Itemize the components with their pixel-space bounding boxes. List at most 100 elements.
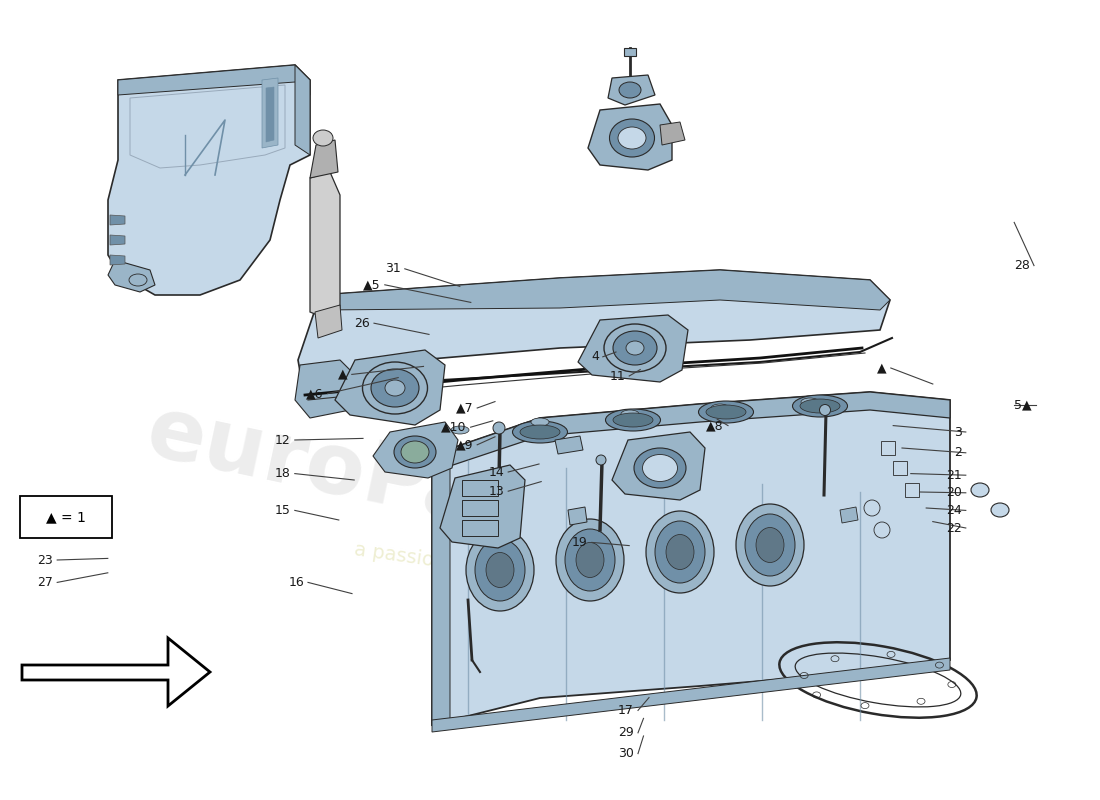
- Text: 4: 4: [591, 350, 598, 363]
- Ellipse shape: [874, 522, 890, 538]
- Text: a passion for Parts since 1985: a passion for Parts since 1985: [353, 540, 647, 600]
- Polygon shape: [556, 436, 583, 454]
- Text: 2: 2: [954, 446, 961, 459]
- Ellipse shape: [756, 527, 784, 562]
- Polygon shape: [310, 140, 338, 178]
- Text: 26: 26: [354, 317, 370, 330]
- Ellipse shape: [971, 483, 989, 497]
- Text: 11: 11: [609, 370, 625, 382]
- Ellipse shape: [609, 119, 654, 157]
- Ellipse shape: [792, 395, 847, 417]
- Ellipse shape: [654, 521, 705, 583]
- Polygon shape: [262, 78, 278, 148]
- Ellipse shape: [666, 534, 694, 570]
- Text: 14: 14: [488, 466, 504, 478]
- Polygon shape: [578, 315, 688, 382]
- Text: ▲5: ▲5: [363, 278, 381, 291]
- Polygon shape: [432, 392, 950, 725]
- Polygon shape: [110, 235, 125, 245]
- Ellipse shape: [576, 542, 604, 578]
- Polygon shape: [118, 65, 310, 95]
- Polygon shape: [893, 461, 907, 475]
- Polygon shape: [315, 305, 342, 338]
- Polygon shape: [373, 422, 458, 478]
- Polygon shape: [881, 441, 895, 455]
- Ellipse shape: [371, 369, 419, 407]
- Ellipse shape: [706, 405, 746, 419]
- Ellipse shape: [736, 504, 804, 586]
- Text: 17: 17: [618, 704, 634, 717]
- Ellipse shape: [698, 401, 754, 423]
- Text: ▲6: ▲6: [306, 387, 323, 400]
- Ellipse shape: [466, 529, 534, 611]
- Polygon shape: [432, 392, 950, 472]
- Ellipse shape: [475, 539, 525, 601]
- Ellipse shape: [634, 448, 686, 488]
- Ellipse shape: [604, 324, 666, 372]
- Ellipse shape: [711, 404, 729, 412]
- Text: 16: 16: [288, 576, 304, 589]
- Ellipse shape: [800, 399, 840, 413]
- Polygon shape: [110, 255, 125, 265]
- Text: ▲9: ▲9: [455, 438, 473, 451]
- Ellipse shape: [486, 553, 514, 587]
- Polygon shape: [295, 360, 360, 418]
- Text: 31: 31: [385, 262, 400, 275]
- Polygon shape: [905, 483, 918, 497]
- Ellipse shape: [596, 455, 606, 465]
- Polygon shape: [108, 65, 310, 295]
- Ellipse shape: [513, 421, 568, 443]
- Ellipse shape: [385, 380, 405, 396]
- Polygon shape: [588, 104, 672, 170]
- Text: 25: 25: [37, 526, 53, 539]
- Polygon shape: [336, 350, 446, 425]
- Ellipse shape: [129, 274, 147, 286]
- Polygon shape: [462, 500, 498, 516]
- Text: 28: 28: [1014, 259, 1030, 272]
- Ellipse shape: [451, 426, 469, 434]
- Ellipse shape: [618, 127, 646, 149]
- Text: 27: 27: [37, 576, 53, 589]
- Polygon shape: [22, 638, 210, 706]
- Ellipse shape: [493, 422, 505, 434]
- Ellipse shape: [621, 410, 639, 418]
- Ellipse shape: [605, 409, 660, 431]
- Ellipse shape: [642, 454, 678, 482]
- Text: 3: 3: [954, 426, 961, 438]
- Ellipse shape: [646, 511, 714, 593]
- Ellipse shape: [565, 529, 615, 591]
- Polygon shape: [110, 215, 125, 225]
- Ellipse shape: [402, 441, 429, 463]
- Ellipse shape: [314, 130, 333, 146]
- Text: euroParts: euroParts: [139, 390, 621, 570]
- Ellipse shape: [531, 418, 549, 426]
- Polygon shape: [310, 172, 340, 318]
- Text: 21: 21: [946, 469, 961, 482]
- Ellipse shape: [363, 362, 428, 414]
- Polygon shape: [462, 480, 498, 496]
- Ellipse shape: [820, 405, 830, 415]
- Polygon shape: [840, 507, 858, 523]
- Ellipse shape: [520, 425, 560, 439]
- Polygon shape: [130, 85, 285, 168]
- Ellipse shape: [613, 413, 653, 427]
- Text: 12: 12: [275, 434, 290, 446]
- Text: ▲: ▲: [338, 368, 348, 381]
- Polygon shape: [612, 432, 705, 500]
- Polygon shape: [568, 507, 587, 525]
- Polygon shape: [298, 270, 890, 400]
- Text: 15: 15: [275, 504, 290, 517]
- Text: 22: 22: [946, 522, 961, 534]
- Text: 18: 18: [275, 467, 290, 480]
- Text: 20: 20: [946, 486, 961, 499]
- Polygon shape: [440, 465, 525, 548]
- Polygon shape: [108, 260, 155, 292]
- Text: ▲: ▲: [877, 362, 887, 374]
- Text: 13: 13: [488, 485, 504, 498]
- Polygon shape: [462, 520, 498, 536]
- Polygon shape: [432, 455, 450, 728]
- Ellipse shape: [394, 436, 436, 468]
- Ellipse shape: [556, 519, 624, 601]
- Polygon shape: [608, 75, 654, 105]
- Text: 5▲: 5▲: [1014, 398, 1032, 411]
